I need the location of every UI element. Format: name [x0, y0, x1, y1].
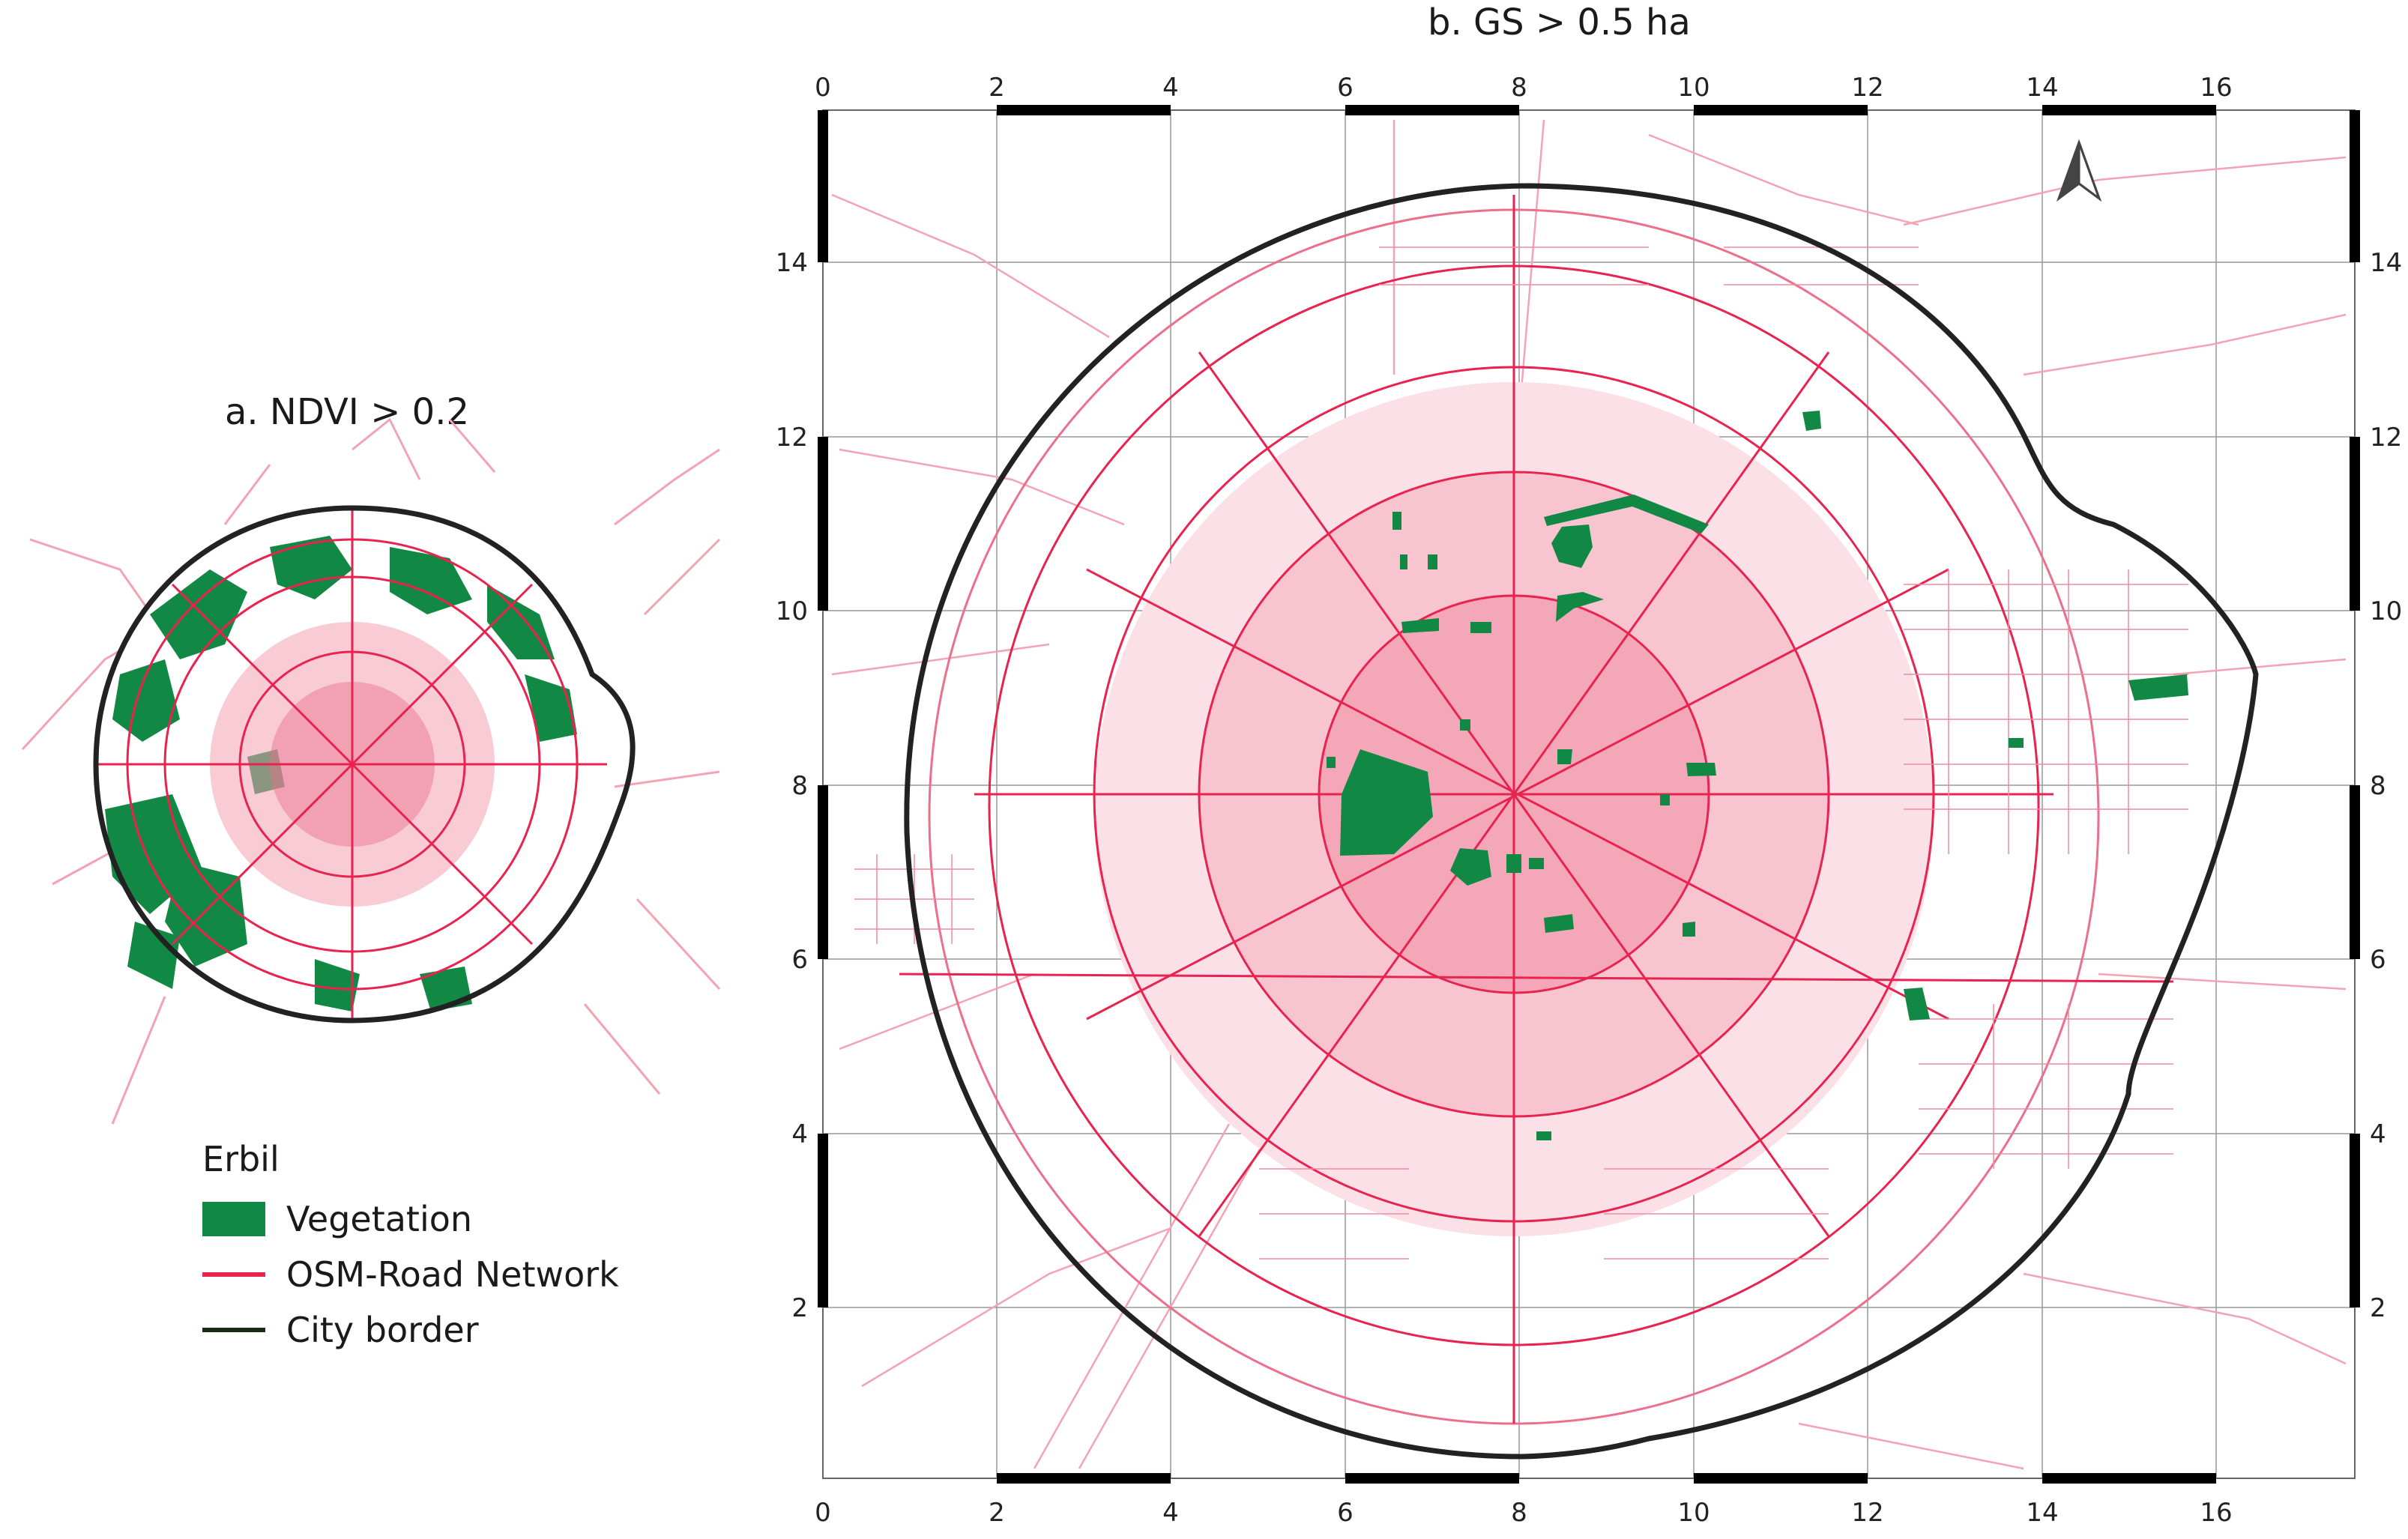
legend-label: OSM-Road Network [286, 1254, 619, 1295]
y-tick-label: 14 [776, 248, 808, 278]
x-tick-label: 10 [1677, 1498, 1710, 1528]
y-tick-label: 14 [2370, 248, 2402, 278]
x-tick-label: 2 [989, 1498, 1005, 1528]
panel-a-title: a. NDVI > 0.2 [225, 391, 470, 433]
x-tick-labels-bottom: 0 2 4 6 8 10 12 14 16 [815, 1498, 2232, 1528]
y-tick-label: 4 [791, 1119, 808, 1149]
x-tick-label: 6 [1337, 1498, 1354, 1528]
panel-b-roads-core [899, 195, 2174, 1424]
green-space-large-park [1340, 749, 1433, 856]
x-tick-label: 0 [815, 1498, 831, 1528]
y-tick-label: 6 [791, 945, 808, 975]
north-arrow-icon [2056, 139, 2102, 202]
x-tick-label: 4 [1162, 73, 1179, 103]
y-tick-label: 10 [2370, 596, 2402, 626]
x-tick-label: 16 [2200, 1498, 2232, 1528]
y-tick-label: 8 [791, 771, 808, 801]
panel-a-roads-core [97, 510, 607, 1019]
y-tick-labels-right: 2 4 6 8 10 12 14 [2370, 248, 2402, 1323]
vegetation-swatch [202, 1202, 265, 1236]
x-tick-label: 14 [2026, 73, 2058, 103]
x-tick-label: 8 [1511, 73, 1527, 103]
x-tick-label: 2 [989, 73, 1005, 103]
y-tick-label: 10 [776, 596, 808, 626]
legend-title: Erbil [202, 1139, 280, 1179]
x-tick-label: 6 [1337, 73, 1354, 103]
panel-b-vegetation [1327, 411, 2188, 1140]
x-tick-label: 8 [1511, 1498, 1527, 1528]
map-legend: Erbil Vegetation OSM-Road Network City b… [202, 1139, 619, 1358]
x-tick-label: 16 [2200, 73, 2232, 103]
legend-item-road-network: OSM-Road Network [202, 1247, 619, 1302]
y-tick-label: 12 [2370, 423, 2402, 453]
panel-b-scale-bars [818, 105, 2360, 1484]
panel-b-map: 0 2 4 6 8 10 12 14 16 0 2 4 6 8 10 12 14… [776, 73, 2403, 1528]
x-tick-label: 14 [2026, 1498, 2058, 1528]
panel-b-title: b. GS > 0.5 ha [1428, 1, 1691, 43]
panel-b-city-border [904, 183, 2259, 1460]
y-tick-label: 2 [2370, 1293, 2386, 1323]
legend-item-city-border: City border [202, 1302, 619, 1358]
x-tick-label: 0 [815, 73, 831, 103]
road-line-swatch [202, 1272, 265, 1277]
legend-item-vegetation: Vegetation [202, 1191, 619, 1247]
panel-a-map [21, 417, 721, 1125]
panel-a-roads-outer [21, 417, 721, 1125]
x-tick-label: 4 [1162, 1498, 1179, 1528]
border-line-swatch [202, 1328, 265, 1332]
panel-a-city-border [93, 505, 636, 1024]
x-tick-labels-top: 0 2 4 6 8 10 12 14 16 [815, 73, 2232, 103]
x-tick-label: 10 [1677, 73, 1710, 103]
panel-b-roads-outer [831, 119, 2347, 1470]
y-tick-label: 4 [2370, 1119, 2386, 1149]
x-tick-label: 12 [1851, 73, 1883, 103]
y-tick-label: 2 [791, 1293, 808, 1323]
y-tick-label: 8 [2370, 771, 2386, 801]
y-tick-labels-left: 2 4 6 8 10 12 14 [776, 248, 808, 1323]
legend-label: City border [286, 1310, 479, 1350]
y-tick-label: 12 [776, 423, 808, 453]
legend-label: Vegetation [286, 1199, 473, 1239]
y-tick-label: 6 [2370, 945, 2386, 975]
x-tick-label: 12 [1851, 1498, 1883, 1528]
